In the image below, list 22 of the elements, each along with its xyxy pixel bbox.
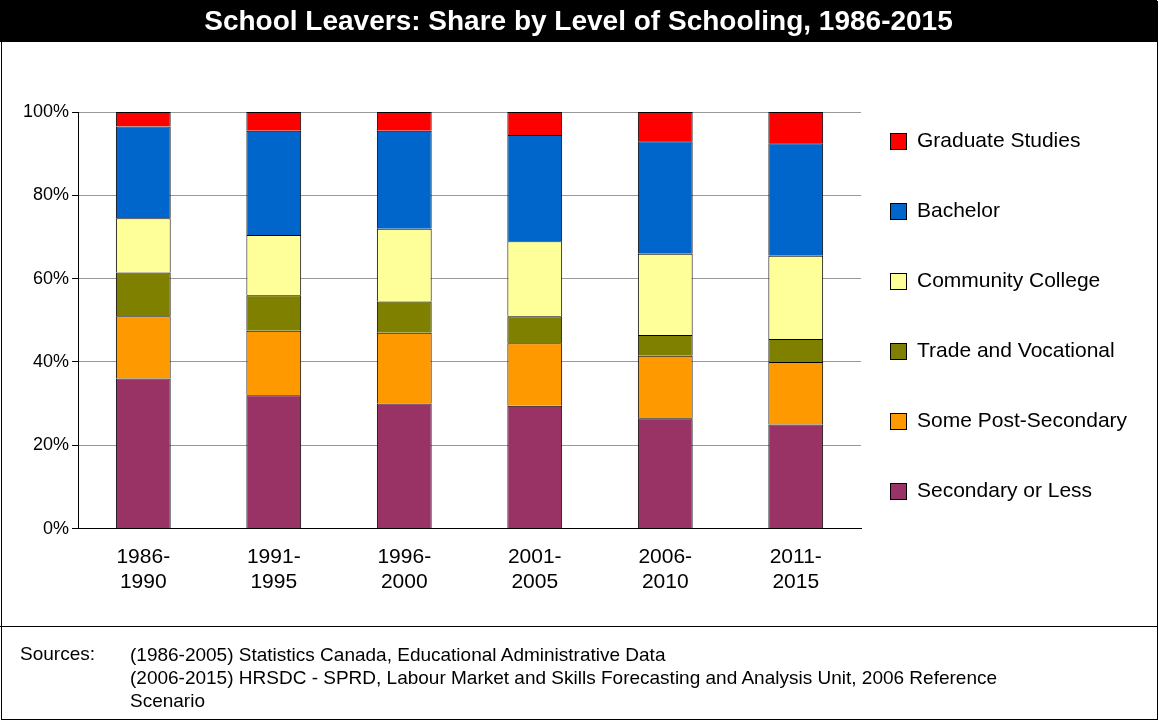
y-tick-label: 80%: [33, 184, 70, 205]
y-tick-label: 40%: [33, 350, 70, 371]
y-tick-label: 60%: [33, 267, 70, 288]
x-tick-label: 1991-1995: [246, 544, 301, 593]
source-note: Sources:: [20, 643, 95, 665]
y-tick-label: 0%: [43, 517, 70, 538]
text: (2006-2015) HRSDC - SPRD, Labour Market and Skills Forecasting and Analysis Unit, 2006 Reference Scenario: [130, 666, 999, 712]
legend-label: Some Post-Secondary: [917, 408, 1128, 432]
legend-label: Trade and Vocational: [917, 338, 1115, 362]
x-tick-label: 1996-2000: [377, 544, 432, 593]
y-tick-label: 100%: [22, 100, 70, 121]
legend-label: Graduate Studies: [917, 128, 1081, 152]
text: (1986-2005) Statistics Canada, Educational Administrative Data: [130, 643, 667, 666]
legend-label: Community College: [917, 268, 1101, 292]
x-tick-label: 2006-2010: [638, 544, 693, 593]
x-tick-label: 2001-2005: [507, 544, 562, 593]
x-tick-label: 2011-2015: [769, 544, 822, 593]
legend-label: Secondary or Less: [917, 478, 1093, 502]
x-tick-label: 1986-1990: [116, 544, 171, 593]
y-tick-label: 20%: [33, 434, 70, 455]
legend-label: Bachelor: [917, 198, 1000, 222]
chart-title: School Leavers: Share by Level of Schooling, 1986-2015: [0, 0, 1157, 42]
